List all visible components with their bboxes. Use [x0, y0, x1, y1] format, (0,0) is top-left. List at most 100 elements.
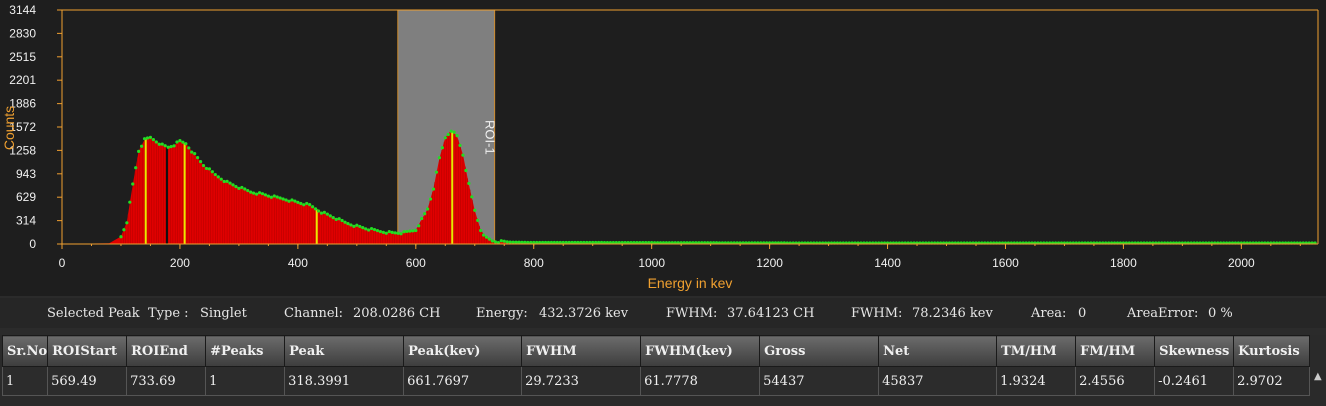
column-header[interactable]: Skewness — [1154, 335, 1235, 367]
table-cell[interactable]: 1 — [1, 366, 49, 396]
column-header[interactable]: ROIEnd — [126, 335, 207, 367]
table-cell[interactable]: 54437 — [759, 366, 880, 396]
data-point — [198, 159, 203, 164]
data-point — [655, 241, 660, 245]
data-point — [305, 201, 309, 206]
table-cell[interactable]: 45837 — [878, 366, 998, 396]
data-point — [257, 191, 262, 195]
data-point — [611, 240, 615, 245]
data-point — [473, 208, 477, 212]
data-point — [502, 239, 506, 243]
data-point — [594, 240, 598, 245]
data-point — [561, 240, 565, 245]
x-tick-label: 1000 — [638, 256, 665, 270]
column-header[interactable]: Peak — [284, 335, 405, 367]
data-point — [396, 231, 400, 235]
x-tick-label: 2000 — [1228, 256, 1255, 270]
data-point — [358, 224, 362, 229]
type-value: Singlet — [200, 306, 247, 321]
y-tick-label: 2201 — [9, 73, 36, 87]
column-header[interactable]: Gross — [759, 335, 880, 367]
table-cell[interactable]: 2.4556 — [1075, 366, 1156, 396]
data-point — [293, 199, 297, 203]
table-cell[interactable]: 2.9702 — [1233, 366, 1311, 396]
data-point — [585, 240, 589, 245]
data-point — [201, 163, 206, 168]
data-point — [417, 224, 421, 228]
data-point — [458, 143, 462, 147]
data-point — [617, 240, 621, 245]
data-point — [546, 240, 551, 245]
data-point — [237, 186, 241, 190]
roi-table[interactable]: Sr.No ROIStart ROIEnd #Peaks Peak Peak(kev) FW… — [0, 335, 1326, 406]
spectrum-plot[interactable]: 0 314 629 943 1258 1572 1886 2201 2515 2830 3144 0 2… — [0, 0, 1326, 296]
y-tick-label: 314 — [16, 214, 36, 228]
channel-value: 208.0286 CH — [353, 306, 441, 321]
column-header[interactable]: FM/HM — [1075, 335, 1156, 367]
fwhm-kev-label: FWHM: — [851, 306, 903, 321]
table-cell[interactable]: 29.7233 — [521, 366, 642, 396]
data-point — [352, 224, 356, 228]
column-header[interactable]: Peak(kev) — [403, 335, 523, 367]
column-header[interactable]: Sr.No — [1, 335, 49, 367]
data-point — [514, 240, 518, 244]
data-point — [431, 187, 436, 191]
table-cell[interactable]: 1.9324 — [996, 366, 1077, 396]
data-point — [461, 153, 465, 157]
x-tick-label: 1600 — [992, 256, 1019, 270]
data-point — [434, 170, 439, 174]
data-point — [355, 223, 359, 227]
data-point — [331, 216, 335, 220]
data-point — [325, 212, 329, 216]
table-cell[interactable]: -0.2461 — [1154, 366, 1235, 396]
column-header[interactable]: TM/HM — [996, 335, 1077, 367]
spectrum-chart[interactable]: 0 314 629 943 1258 1572 1886 2201 2515 2830 3144 0 2… — [0, 0, 1326, 296]
column-header[interactable]: Net — [878, 335, 998, 367]
table-cell[interactable]: 61.7778 — [640, 366, 761, 396]
table-cell[interactable]: 1 — [205, 366, 286, 396]
data-point — [313, 207, 318, 211]
data-point — [517, 240, 521, 244]
channel-label: Channel: — [284, 306, 344, 321]
column-header[interactable]: #Peaks — [205, 335, 286, 367]
data-point — [629, 241, 633, 245]
data-point — [582, 240, 586, 245]
table-row[interactable]: 1 569.49 733.69 1 318.3991 661.7697 29.7233 61.… — [1, 366, 1311, 396]
data-point — [319, 211, 324, 215]
data-point — [608, 240, 612, 245]
y-tick-label: 1258 — [9, 143, 36, 157]
data-point — [122, 228, 126, 232]
scroll-up-arrow-icon[interactable]: ▲ — [1314, 371, 1322, 382]
data-point — [549, 240, 554, 245]
data-point — [190, 150, 194, 154]
data-point — [196, 155, 200, 160]
column-header[interactable]: Kurtosis — [1233, 335, 1311, 367]
data-point — [148, 135, 153, 139]
y-tick-label: 1886 — [9, 97, 36, 111]
data-point — [157, 142, 161, 146]
column-header[interactable]: FWHM(kev) — [640, 335, 761, 367]
data-point — [535, 240, 539, 245]
data-point — [564, 240, 568, 245]
table-cell[interactable]: 661.7697 — [403, 366, 523, 396]
data-point — [520, 240, 524, 244]
area-error-label: AreaError: — [1127, 306, 1199, 321]
data-point — [440, 146, 444, 150]
table-cell[interactable]: 318.3991 — [284, 366, 405, 396]
data-point — [278, 196, 282, 200]
data-point — [605, 240, 610, 245]
table-cell[interactable]: 569.49 — [47, 366, 128, 396]
column-header[interactable]: ROIStart — [47, 335, 128, 367]
data-point — [493, 240, 498, 244]
column-header[interactable]: FWHM — [521, 335, 642, 367]
data-point — [361, 226, 365, 230]
x-tick-label: 0 — [59, 256, 66, 270]
data-point — [452, 130, 456, 134]
table-cell[interactable]: 733.69 — [126, 366, 207, 396]
data-point — [240, 185, 244, 190]
y-tick-label: 2515 — [9, 50, 36, 64]
data-point — [532, 240, 536, 245]
data-point — [670, 241, 674, 245]
data-point — [490, 239, 495, 243]
data-point — [414, 228, 418, 233]
